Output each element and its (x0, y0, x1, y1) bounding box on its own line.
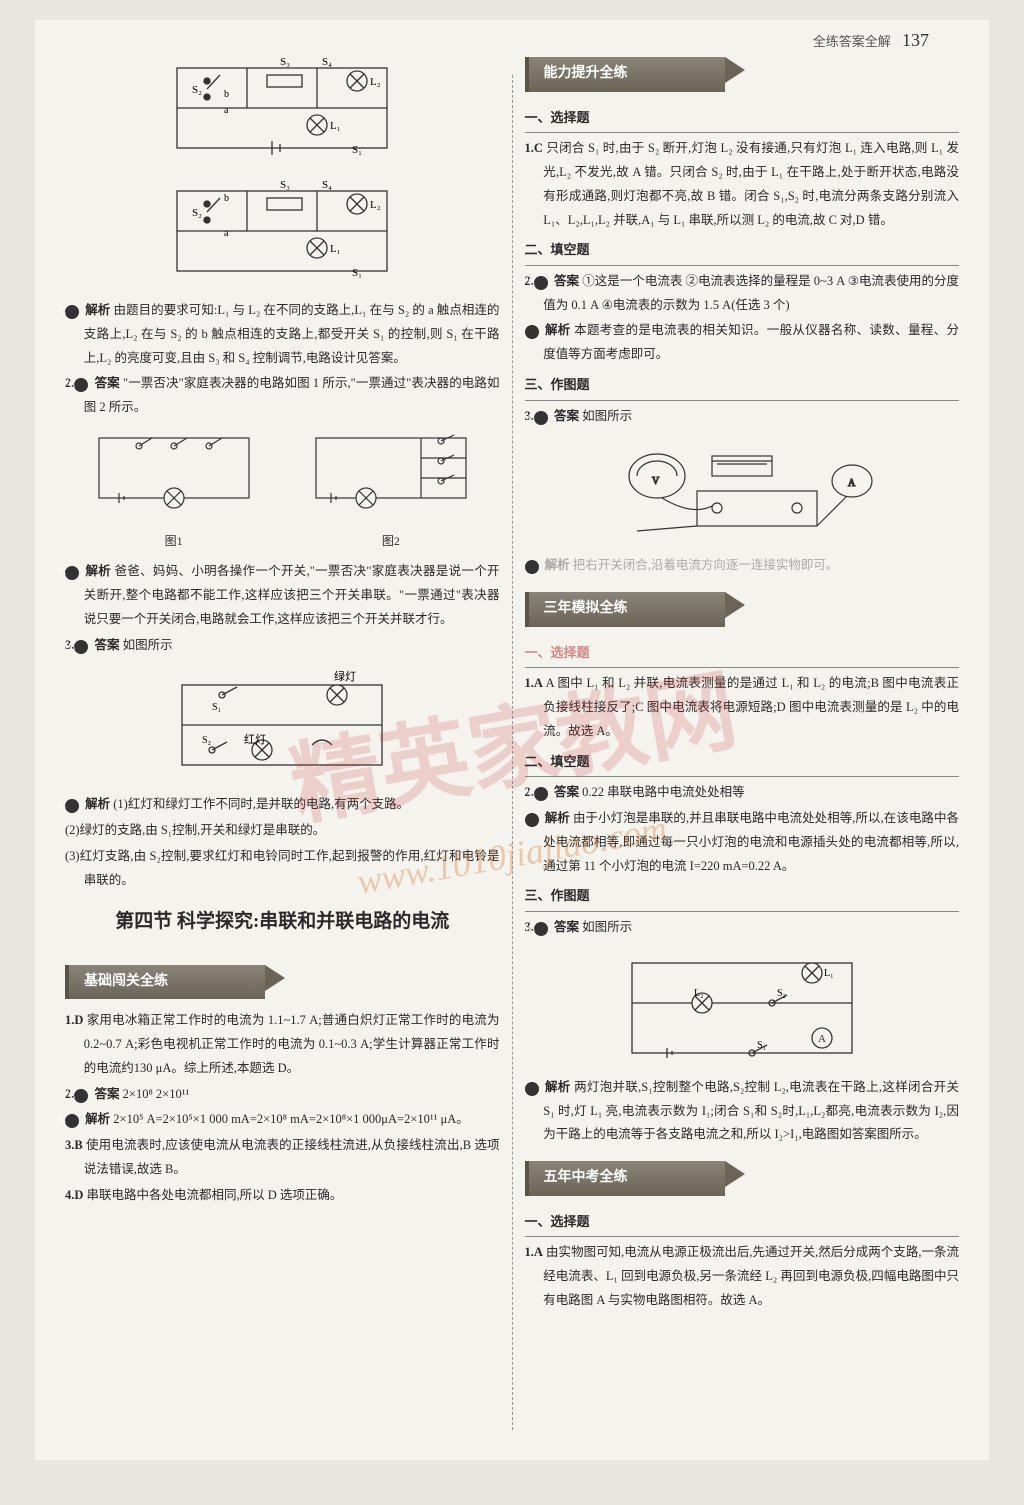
jiexi-3-1: C 解析 (1)红灯和绿灯工作不同时,是并联的电路,有两个支路。 (84, 793, 500, 817)
circuit-diagram-2: S₂ b a S₃ S₄ L₂ L₁ S₁ (152, 176, 412, 291)
svg-text:S₃: S₃ (280, 179, 290, 191)
svg-text:a: a (224, 105, 229, 116)
svg-text:b: b (224, 89, 229, 100)
chapter-title: 第四节 科学探究:串联和并联电路的电流 (65, 907, 500, 937)
circuit-diagram-4: A L₁ L₂ S₂ S₁ (612, 948, 872, 1068)
svg-text:S₂: S₂ (202, 735, 211, 746)
left-column: S₂ b a S₃ S₄ L₂ L₁ S₁ S (65, 45, 500, 1435)
svg-text:S₄: S₄ (322, 56, 332, 68)
svg-text:L₁: L₁ (330, 243, 341, 255)
subheading-5: 二、填空题 (525, 750, 960, 778)
jiexi-3-3: (3)红灯支路,由 S₂控制,要求红灯和电铃同时工作,起到报警的作用,红灯和电铃… (84, 845, 500, 893)
page-header: 全练答案全解 137 (813, 30, 929, 51)
b1-q4: 4.D 串联电路中各处电流都相同,所以 D 选项正确。 (84, 1184, 500, 1208)
r1-q1: 1.C 只闭合 S₁ 时,由于 S₂ 断开,灯泡 L₂ 没有接通,只有灯泡 L₁… (543, 137, 959, 232)
mark-icon: C (65, 305, 79, 319)
svg-text:V: V (652, 476, 660, 487)
r2-q2-ans: 2.C 答案 ①这是一个电流表 ②电流表选择的量程是 0~3 A ③电流表使用的… (543, 270, 959, 318)
subheading-3: 三、作图题 (525, 373, 960, 401)
apparatus-diagram: V A (602, 436, 882, 546)
svg-text:L₂: L₂ (370, 199, 381, 211)
jiexi-3-2: (2)绿灯的支路,由 S₁控制,开关和绿灯是串联的。 (84, 819, 500, 843)
svg-text:绿灯: 绿灯 (334, 669, 356, 683)
mark-icon: C (525, 813, 539, 827)
r4-q1: 1.A A 图中 L₁ 和 L₂ 并联,电流表测量的是通过 L₁ 和 L₂ 的电… (543, 672, 959, 743)
mark-icon: C (525, 325, 539, 339)
svg-text:b: b (224, 193, 229, 204)
svg-text:S₁: S₁ (212, 702, 221, 713)
mark-icon: C (534, 922, 548, 936)
q2-answer: 2.C 答案 "一票否决"家庭表决器的电路如图 1 所示,"一票通过"表决器的电… (84, 372, 500, 420)
dia1-label: 图1 (89, 530, 259, 553)
svg-text:S₄: S₄ (322, 179, 332, 191)
r2-q2-jiexi: C 解析 本题考查的是电流表的相关知识。一般从仪器名称、读数、量程、分度值等方面… (543, 319, 959, 367)
jiexi-1: C 解析 由题目的要求可知:L₁ 与 L₂ 在不同的支路上,L₁ 在与 S₂ 的… (84, 299, 500, 370)
svg-text:S₁: S₁ (757, 1040, 766, 1051)
r6-jiexi: C 解析 两灯泡并联,S₁控制整个电路,S₂控制 L₂,电流表在干路上,这样闭合… (543, 1076, 959, 1147)
banner-ability: 能力提升全练 (525, 57, 725, 92)
b1-q2-jiexi: C 解析 2×10⁵ A=2×10⁵×1 000 mA=2×10⁸ mA=2×1… (84, 1108, 500, 1132)
mark-icon: C (525, 1082, 539, 1096)
svg-text:S₁: S₁ (352, 144, 362, 156)
svg-text:S₃: S₃ (280, 56, 290, 68)
r3-jiexi: C 解析 把右开关闭合,沿着电流方向逐一连接实物即可。 (543, 554, 959, 578)
svg-text:S₁: S₁ (352, 267, 362, 279)
b1-q3: 3.B 使用电流表时,应该使电流从电流表的正接线柱流进,从负接线柱流出,B 选项… (84, 1134, 500, 1182)
svg-text:S₂: S₂ (192, 207, 202, 219)
svg-text:S₂: S₂ (777, 988, 786, 999)
diagram-2: 图2 (306, 428, 476, 553)
mark-icon: C (65, 566, 79, 580)
r5-q2-jiexi: C 解析 由于小灯泡是串联的,并且串联电路中电流处处相等,所以,在该电路中各处电… (543, 807, 959, 878)
diagram-row: 图1 图2 (65, 428, 500, 553)
svg-text:红灯: 红灯 (244, 733, 266, 746)
subheading-6: 三、作图题 (525, 884, 960, 912)
mark-icon: C (74, 640, 88, 654)
mark-icon: C (65, 1114, 79, 1128)
r6-ans: 3.C 答案 如图所示 (543, 916, 959, 940)
svg-text:L₁: L₁ (330, 120, 341, 132)
subheading-4: 一、选择题 (525, 641, 960, 669)
svg-text:L₁: L₁ (824, 968, 834, 979)
r7-q1: 1.A 由实物图可知,电流从电源正极流出后,先通过开关,然后分成两个支路,一条流… (543, 1241, 959, 1312)
svg-text:a: a (224, 228, 229, 239)
page: 全练答案全解 137 精英家教网 www.1010jiajiao.com (35, 20, 989, 1460)
page-number: 137 (902, 30, 929, 50)
svg-text:A: A (818, 1033, 826, 1045)
r5-q2-ans: 2.C 答案 0.22 串联电路中电流处处相等 (543, 781, 959, 805)
subheading-7: 一、选择题 (525, 1210, 960, 1238)
b1-q1: 1.D 家用电冰箱正常工作时的电流为 1.1~1.7 A;普通白炽灯正常工作时的… (84, 1009, 500, 1080)
q3-answer: 3.C 答案 如图所示 (84, 634, 500, 658)
svg-text:L₂: L₂ (370, 76, 381, 88)
b1-q2-ans: 2.C 答案 2×10⁸ 2×10¹¹ (84, 1083, 500, 1107)
circuit-diagram-1: S₂ b a S₃ S₄ L₂ L₁ S₁ (152, 53, 412, 168)
diagram-1: 图1 (89, 428, 259, 553)
mark-icon: C (534, 787, 548, 801)
mark-icon: C (74, 1089, 88, 1103)
mark-icon: C (74, 378, 88, 392)
mark-icon: C (534, 276, 548, 290)
right-column: 能力提升全练 一、选择题 1.C 只闭合 S₁ 时,由于 S₂ 断开,灯泡 L₂… (525, 45, 960, 1435)
mark-icon: C (525, 560, 539, 574)
header-label: 全练答案全解 (813, 34, 891, 49)
subheading-2: 二、填空题 (525, 238, 960, 266)
jiexi-2: C 解析 爸爸、妈妈、小明各操作一个开关,"一票否决"家庭表决器是说一个开关断开… (84, 560, 500, 631)
mark-icon: C (65, 799, 79, 813)
svg-text:A: A (848, 478, 856, 489)
banner-5year: 五年中考全练 (525, 1161, 725, 1196)
svg-text:S₂: S₂ (192, 84, 202, 96)
column-divider (512, 75, 513, 1430)
svg-text:L₂: L₂ (694, 988, 704, 999)
banner-basic: 基础闯关全练 (65, 965, 265, 1000)
mark-icon: C (534, 411, 548, 425)
r3-ans: 3.C 答案 如图所示 (543, 405, 959, 429)
subheading-1: 一、选择题 (525, 106, 960, 134)
banner-3year: 三年模拟全练 (525, 592, 725, 627)
circuit-diagram-3: 绿灯 红灯 S₁ S₂ (162, 665, 402, 785)
dia2-label: 图2 (306, 530, 476, 553)
